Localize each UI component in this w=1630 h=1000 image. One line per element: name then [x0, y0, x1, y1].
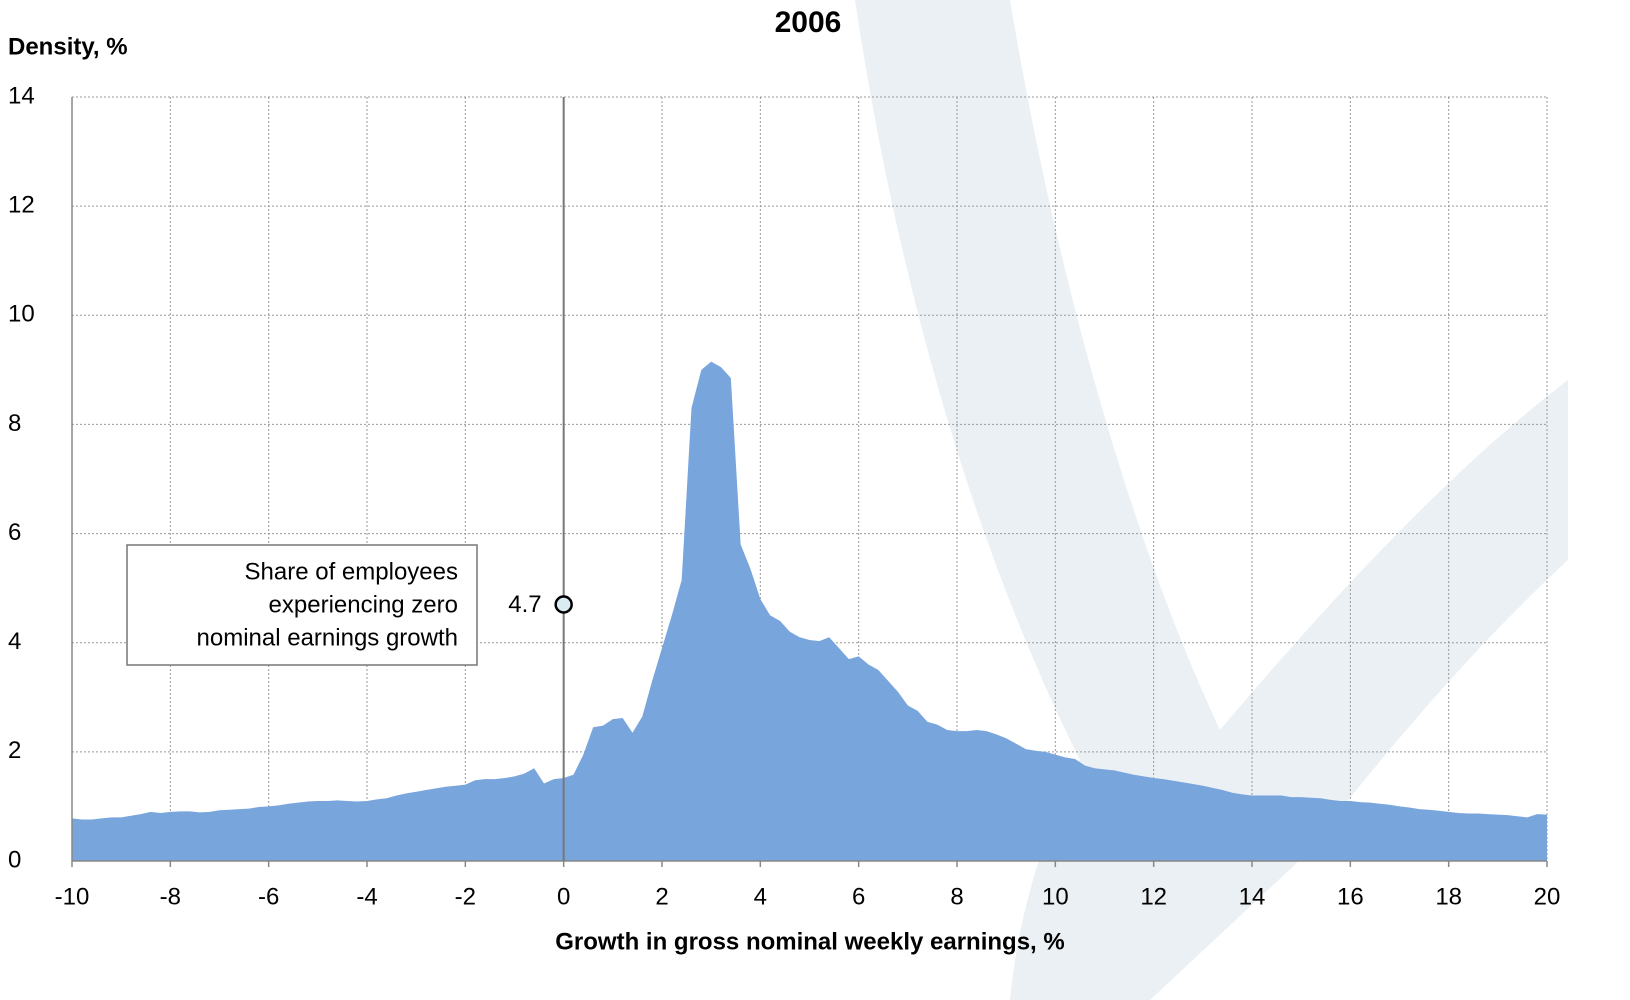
watermark	[855, 0, 1568, 1000]
y-tick-label: 6	[8, 519, 21, 546]
watermark-shape	[855, 0, 1568, 1000]
x-tick-label: 18	[1435, 883, 1462, 910]
y-tick-label: 8	[8, 410, 21, 437]
y-tick-label: 2	[8, 737, 21, 764]
y-axis-label: Density, %	[8, 33, 128, 60]
y-tick-label: 12	[8, 191, 35, 218]
x-tick-label: -10	[55, 883, 90, 910]
marker-label: 4.7	[508, 591, 541, 618]
y-tick-label: 14	[8, 82, 35, 109]
y-tick-label: 4	[8, 628, 21, 655]
x-tick-label: -4	[356, 883, 377, 910]
x-tick-label: 8	[950, 883, 963, 910]
x-tick-label: 0	[557, 883, 570, 910]
x-tick-label: 16	[1337, 883, 1364, 910]
x-axis-label: Growth in gross nominal weekly earnings,…	[555, 928, 1064, 955]
x-tick-label: 12	[1140, 883, 1167, 910]
plot	[71, 96, 1548, 867]
annotation-line: nominal earnings growth	[197, 624, 458, 651]
y-tick-label: 0	[8, 846, 21, 873]
annotation-line: experiencing zero	[269, 591, 458, 618]
y-tick-label: 10	[8, 301, 35, 328]
x-tick-label: -6	[258, 883, 279, 910]
x-tick-label: 20	[1534, 883, 1561, 910]
x-tick-label: 2	[655, 883, 668, 910]
x-tick-label: 14	[1239, 883, 1266, 910]
x-tick-label: -8	[160, 883, 181, 910]
marker	[554, 595, 573, 614]
area	[72, 361, 1547, 861]
x-tick-label: 4	[754, 883, 767, 910]
chart-title: 2006	[775, 6, 842, 39]
x-tick-label: -2	[455, 883, 476, 910]
annotation-box	[126, 544, 478, 666]
x-tick-label: 6	[852, 883, 865, 910]
annotation-line: Share of employees	[245, 558, 458, 585]
x-tick-label: 10	[1042, 883, 1069, 910]
